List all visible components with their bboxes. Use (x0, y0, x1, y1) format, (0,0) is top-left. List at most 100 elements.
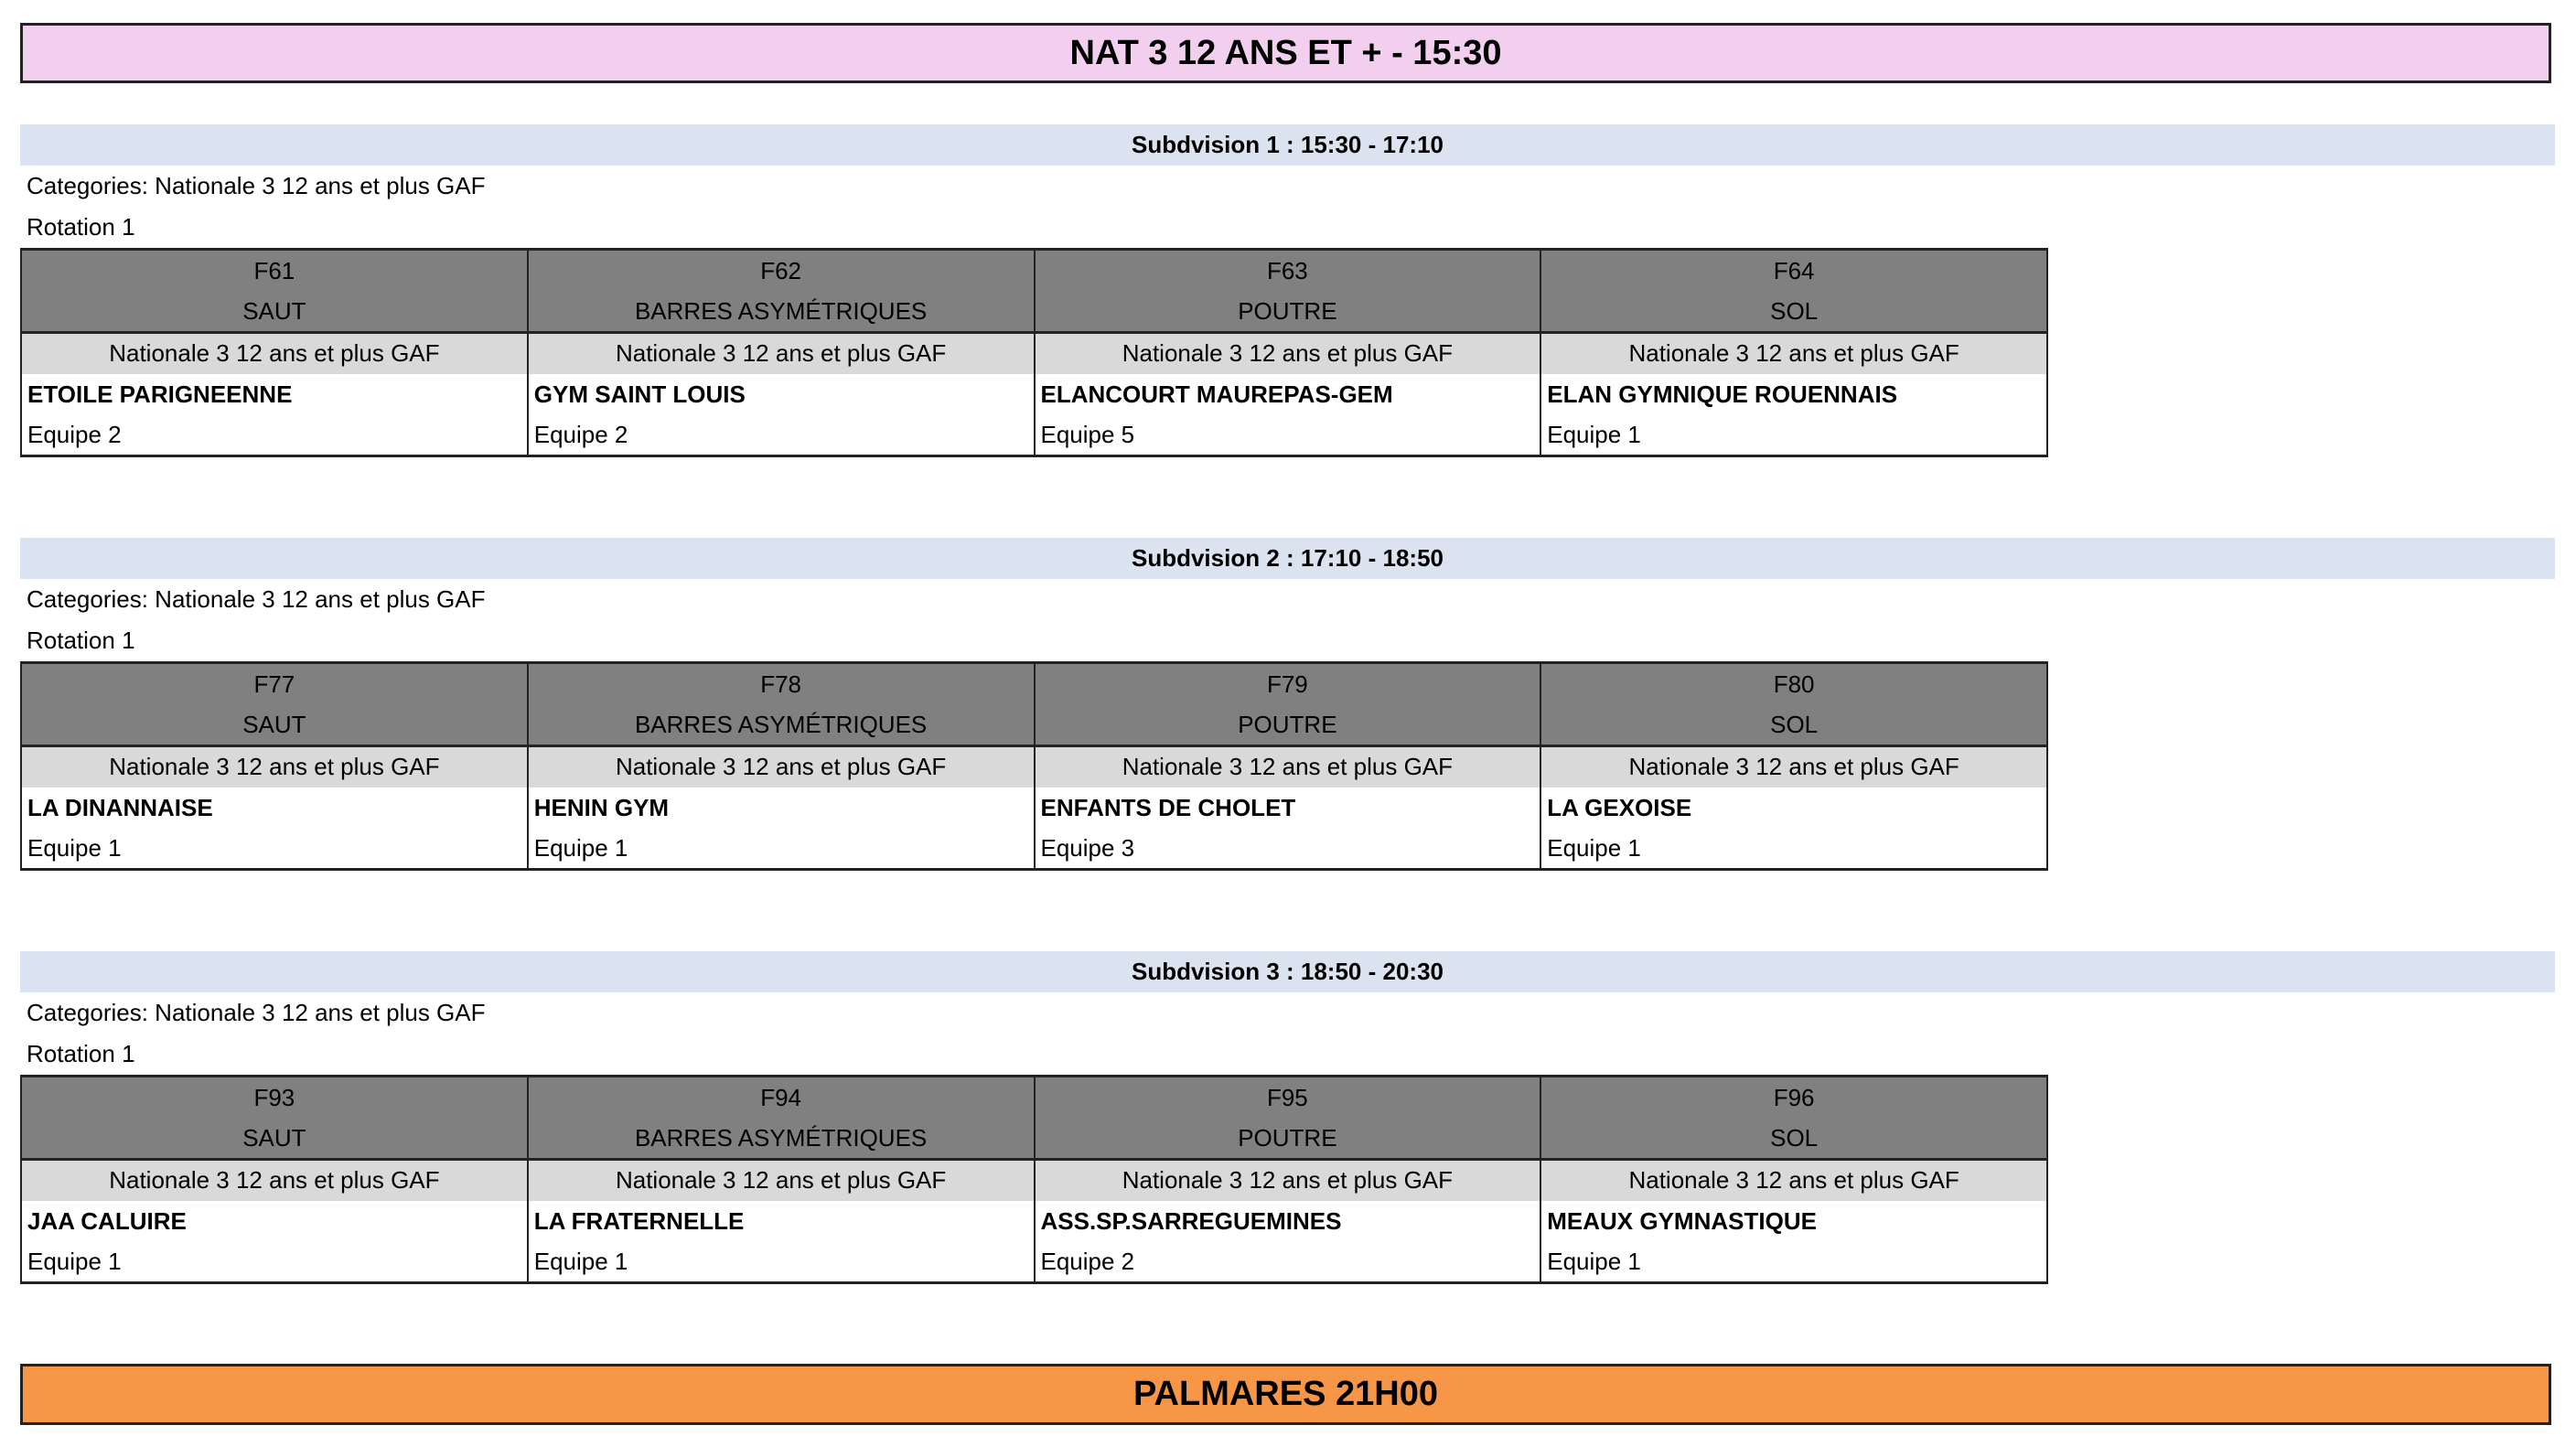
category-cell: Nationale 3 12 ans et plus GAF (526, 1159, 1036, 1201)
apparatus-name: SAUT (242, 711, 306, 738)
subdivision-section: Subdvision 2 : 17:10 - 18:50 Categories:… (20, 538, 2555, 876)
group-code: F93 (253, 1084, 295, 1111)
apparatus-name: BARRES ASYMÉTRIQUES (634, 1124, 928, 1152)
club-cell: ETOILE PARIGNEENNE (20, 373, 529, 415)
category-cell: Nationale 3 12 ans et plus GAF (526, 745, 1036, 788)
header-row: F61 SAUT F62 BARRES ASYMÉTRIQUES F63 POUTRE F6… (20, 248, 2048, 334)
apparatus-name: POUTRE (1238, 711, 1337, 738)
apparatus-header: F80 SOL (1540, 661, 2048, 747)
apparatus-header: F79 POUTRE (1033, 661, 1542, 747)
apparatus-header: F63 POUTRE (1033, 248, 1542, 334)
apparatus-name: SAUT (242, 1124, 306, 1152)
apparatus-name: SOL (1770, 711, 1819, 738)
apparatus-name: SOL (1770, 1124, 1819, 1152)
subdivision-heading: Subdvision 3 : 18:50 - 20:30 (20, 951, 2555, 992)
team-cell: Equipe 1 (526, 828, 1036, 871)
team-row: Equipe 1 Equipe 1 Equipe 3 Equipe 1 (20, 828, 2048, 871)
apparatus-header: F94 BARRES ASYMÉTRIQUES (526, 1075, 1036, 1161)
team-cell: Equipe 2 (1033, 1241, 1542, 1284)
rotation-label: Rotation 1 (27, 1040, 135, 1067)
team-cell: Equipe 1 (526, 1241, 1036, 1284)
club-row: LA DINANNAISE HENIN GYM ENFANTS DE CHOLET L… (20, 787, 2048, 829)
category-cell: Nationale 3 12 ans et plus GAF (1540, 745, 2048, 788)
club-cell: JAA CALUIRE (20, 1200, 529, 1242)
club-cell: ENFANTS DE CHOLET (1033, 787, 1542, 829)
team-cell: Equipe 5 (1033, 414, 1542, 457)
subdivision-heading: Subdvision 2 : 17:10 - 18:50 (20, 538, 2555, 579)
apparatus-header: F93 SAUT (20, 1075, 529, 1161)
team-cell: Equipe 2 (526, 414, 1036, 457)
apparatus-name: SOL (1770, 297, 1819, 325)
apparatus-name: POUTRE (1238, 1124, 1337, 1152)
group-code: F77 (253, 670, 295, 698)
group-code: F96 (1773, 1084, 1815, 1111)
apparatus-header: F61 SAUT (20, 248, 529, 334)
club-row: ETOILE PARIGNEENNE GYM SAINT LOUIS ELANCOU… (20, 373, 2048, 415)
club-cell: ASS.SP.SARREGUEMINES (1033, 1200, 1542, 1242)
category-cell: Nationale 3 12 ans et plus GAF (526, 332, 1036, 374)
club-row: JAA CALUIRE LA FRATERNELLE ASS.SP.SARREGUE… (20, 1200, 2048, 1242)
group-code: F80 (1773, 670, 1815, 698)
subdivision-heading: Subdvision 1 : 15:30 - 17:10 (20, 124, 2555, 166)
team-cell: Equipe 1 (1540, 828, 2048, 871)
header-row: F77 SAUT F78 BARRES ASYMÉTRIQUES F79 POUTRE F8… (20, 661, 2048, 747)
category-cell: Nationale 3 12 ans et plus GAF (1540, 1159, 2048, 1201)
subdivision-section: Subdvision 1 : 15:30 - 17:10 Categories:… (20, 124, 2555, 463)
category-cell: Nationale 3 12 ans et plus GAF (20, 745, 529, 788)
apparatus-name: POUTRE (1238, 297, 1337, 325)
group-code: F95 (1266, 1084, 1308, 1111)
team-cell: Equipe 1 (1540, 414, 2048, 457)
categories-label: Categories: Nationale 3 12 ans et plus G… (27, 172, 486, 199)
club-cell: HENIN GYM (526, 787, 1036, 829)
categories-label: Categories: Nationale 3 12 ans et plus G… (27, 999, 486, 1026)
club-cell: LA FRATERNELLE (526, 1200, 1036, 1242)
categories-label: Categories: Nationale 3 12 ans et plus G… (27, 585, 486, 613)
team-cell: Equipe 2 (20, 414, 529, 457)
header-row: F93 SAUT F94 BARRES ASYMÉTRIQUES F95 POUTRE F9… (20, 1075, 2048, 1161)
apparatus-header: F96 SOL (1540, 1075, 2048, 1161)
rotation-table: F93 SAUT F94 BARRES ASYMÉTRIQUES F95 POUTRE F9… (20, 1075, 2048, 1284)
subdivision-section: Subdvision 3 : 18:50 - 20:30 Categories:… (20, 951, 2555, 1290)
category-cell: Nationale 3 12 ans et plus GAF (1540, 332, 2048, 374)
category-cell: Nationale 3 12 ans et plus GAF (20, 1159, 529, 1201)
team-cell: Equipe 1 (20, 1241, 529, 1284)
palmares-banner: PALMARES 21H00 (20, 1364, 2551, 1425)
club-cell: GYM SAINT LOUIS (526, 373, 1036, 415)
category-cell: Nationale 3 12 ans et plus GAF (1033, 745, 1542, 788)
apparatus-name: BARRES ASYMÉTRIQUES (634, 711, 928, 738)
apparatus-header: F62 BARRES ASYMÉTRIQUES (526, 248, 1036, 334)
group-code: F62 (760, 257, 802, 284)
group-code: F94 (760, 1084, 802, 1111)
group-code: F64 (1773, 257, 1815, 284)
club-cell: MEAUX GYMNASTIQUE (1540, 1200, 2048, 1242)
rotation-label: Rotation 1 (27, 213, 135, 241)
category-cell: Nationale 3 12 ans et plus GAF (20, 332, 529, 374)
club-cell: LA DINANNAISE (20, 787, 529, 829)
category-row: Nationale 3 12 ans et plus GAF Nationale … (20, 332, 2048, 374)
rotation-label: Rotation 1 (27, 627, 135, 654)
team-row: Equipe 2 Equipe 2 Equipe 5 Equipe 1 (20, 414, 2048, 457)
team-cell: Equipe 1 (20, 828, 529, 871)
category-cell: Nationale 3 12 ans et plus GAF (1033, 332, 1542, 374)
page-title: NAT 3 12 ANS ET + - 15:30 (20, 23, 2551, 83)
team-cell: Equipe 1 (1540, 1241, 2048, 1284)
category-cell: Nationale 3 12 ans et plus GAF (1033, 1159, 1542, 1201)
apparatus-name: SAUT (242, 297, 306, 325)
club-cell: ELAN GYMNIQUE ROUENNAIS (1540, 373, 2048, 415)
apparatus-header: F77 SAUT (20, 661, 529, 747)
category-row: Nationale 3 12 ans et plus GAF Nationale … (20, 1159, 2048, 1201)
category-row: Nationale 3 12 ans et plus GAF Nationale … (20, 745, 2048, 788)
group-code: F79 (1266, 670, 1308, 698)
group-code: F63 (1266, 257, 1308, 284)
apparatus-header: F95 POUTRE (1033, 1075, 1542, 1161)
club-cell: LA GEXOISE (1540, 787, 2048, 829)
apparatus-header: F64 SOL (1540, 248, 2048, 334)
club-cell: ELANCOURT MAUREPAS-GEM (1033, 373, 1542, 415)
group-code: F78 (760, 670, 802, 698)
apparatus-name: BARRES ASYMÉTRIQUES (634, 297, 928, 325)
rotation-table: F61 SAUT F62 BARRES ASYMÉTRIQUES F63 POUTRE F6… (20, 248, 2048, 457)
team-cell: Equipe 3 (1033, 828, 1542, 871)
group-code: F61 (253, 257, 295, 284)
rotation-table: F77 SAUT F78 BARRES ASYMÉTRIQUES F79 POUTRE F8… (20, 661, 2048, 871)
apparatus-header: F78 BARRES ASYMÉTRIQUES (526, 661, 1036, 747)
